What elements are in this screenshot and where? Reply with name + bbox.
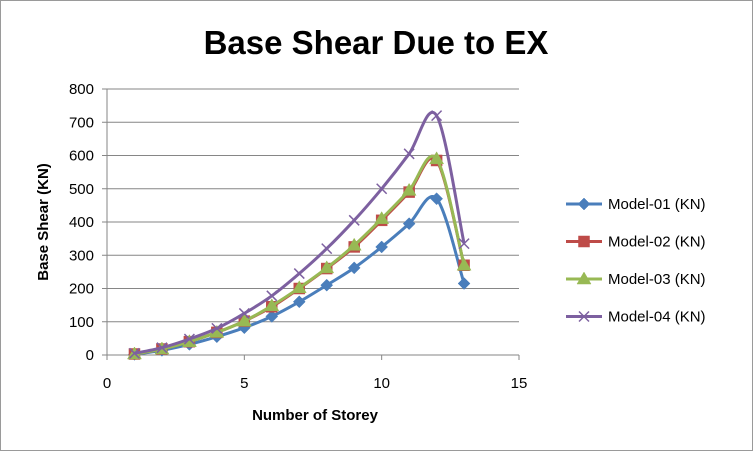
series-2 (128, 154, 470, 360)
data-point (346, 237, 362, 251)
marker-stroke (128, 347, 140, 359)
y-axis-title: Base Shear (KN) (35, 163, 52, 281)
data-point (347, 261, 361, 275)
marker-stroke (156, 342, 168, 354)
marker-stroke (376, 183, 388, 195)
data-point (211, 322, 223, 334)
marker-stroke (183, 333, 195, 345)
marker-stroke (238, 307, 250, 319)
data-point (429, 151, 445, 165)
x-tick-label: 5 (240, 375, 248, 392)
data-point (321, 243, 333, 255)
legend-marker (577, 197, 591, 211)
data-point (292, 295, 306, 309)
marker-stroke (211, 322, 223, 334)
data-point (458, 238, 470, 250)
x-tick-label: 10 (373, 375, 390, 392)
marker-stroke (293, 268, 305, 280)
chart-title: Base Shear Due to EX (204, 24, 549, 61)
data-point (401, 182, 417, 196)
y-tick-label: 100 (69, 314, 94, 331)
legend-label: Model-01 (KN) (608, 196, 706, 213)
series-4 (128, 110, 470, 359)
data-point (403, 148, 415, 160)
data-point (128, 347, 140, 359)
legend-entry-3: Model-03 (KN) (566, 271, 706, 288)
legend-marker (578, 235, 590, 248)
data-point (348, 214, 360, 226)
legend-entry-4: Model-04 (KN) (566, 309, 706, 326)
marker-stroke (321, 243, 333, 255)
y-tick-labels: 0 100 200 300 400 500 600 700 800 (69, 81, 94, 364)
x-tick-label: 15 (511, 375, 528, 392)
series-group (127, 110, 472, 361)
data-point (376, 183, 388, 195)
y-tick-label: 500 (69, 181, 94, 198)
legend-label: Model-04 (KN) (608, 309, 706, 326)
legend-entry-1: Model-01 (KN) (566, 196, 706, 213)
x-axis-title: Number of Storey (252, 407, 379, 424)
y-tick-label: 0 (86, 347, 94, 364)
y-tick-label: 600 (69, 148, 94, 165)
marker-stroke (458, 238, 470, 250)
y-tick-label: 300 (69, 247, 94, 264)
series-line (134, 111, 466, 355)
x-tick-label: 0 (103, 375, 111, 392)
data-point (374, 211, 390, 224)
data-point (319, 260, 335, 274)
marker-stroke (348, 214, 360, 226)
x-tick-labels: 0 5 10 15 (103, 375, 528, 392)
data-point (265, 310, 279, 323)
data-point (320, 278, 334, 292)
data-point (266, 290, 278, 302)
legend-label: Model-03 (KN) (608, 271, 706, 288)
y-tick-label: 200 (69, 281, 94, 298)
data-point (183, 333, 195, 345)
legend-label: Model-02 (KN) (608, 234, 706, 251)
y-tick-label: 700 (69, 114, 94, 131)
legend-entry-2: Model-02 (KN) (566, 234, 706, 251)
data-point (402, 217, 416, 231)
marker-stroke (431, 110, 443, 122)
data-point (457, 277, 471, 290)
data-point (430, 192, 443, 206)
y-tick-label: 400 (69, 214, 94, 231)
data-point (291, 280, 307, 294)
marker-stroke (403, 148, 415, 160)
data-point (431, 110, 443, 122)
gridlines (107, 88, 519, 323)
legend: Model-01 (KN) Model-02 (KN) Model-03 (KN) M… (566, 196, 706, 326)
data-point (456, 257, 472, 271)
data-point (293, 268, 305, 280)
data-point (236, 313, 252, 327)
marker-stroke (578, 310, 590, 323)
marker-stroke (266, 290, 278, 302)
series-1 (128, 192, 471, 361)
data-point (375, 240, 389, 254)
y-tick-label: 800 (69, 81, 94, 98)
legend-marker (578, 310, 590, 323)
data-point (156, 342, 168, 354)
data-point (264, 298, 280, 312)
data-point (238, 307, 250, 319)
legend-marker (576, 271, 592, 285)
axes (102, 88, 520, 360)
